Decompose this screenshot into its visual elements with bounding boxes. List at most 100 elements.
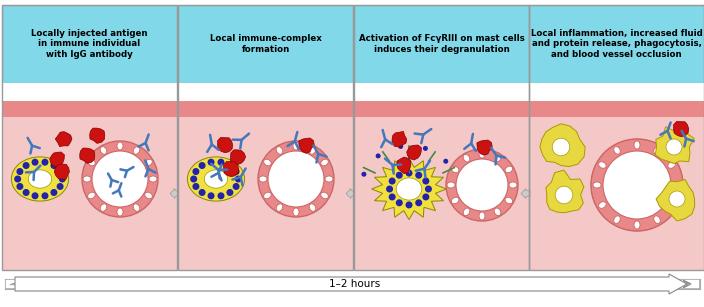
Ellipse shape (100, 204, 107, 211)
Text: 1–2 hours: 1–2 hours (329, 279, 381, 289)
Ellipse shape (494, 154, 501, 162)
Ellipse shape (87, 192, 95, 199)
Ellipse shape (263, 159, 271, 166)
Bar (178, 117, 353, 270)
Ellipse shape (117, 142, 123, 150)
Polygon shape (540, 124, 585, 167)
Ellipse shape (593, 182, 601, 188)
FancyArrow shape (15, 274, 687, 294)
Circle shape (456, 159, 508, 211)
Circle shape (258, 141, 334, 217)
Ellipse shape (447, 182, 455, 188)
Circle shape (192, 183, 199, 190)
Bar (354, 83, 529, 101)
Circle shape (389, 177, 396, 185)
Circle shape (23, 189, 30, 196)
Circle shape (59, 176, 65, 182)
Text: Locally injected antigen
in immune individual
with IgG antibody: Locally injected antigen in immune indiv… (31, 29, 148, 59)
Ellipse shape (509, 182, 517, 188)
Bar (529, 101, 704, 117)
Circle shape (208, 159, 215, 166)
Circle shape (16, 183, 23, 190)
Bar (354, 101, 529, 117)
Bar (2, 117, 177, 270)
Polygon shape (392, 131, 407, 147)
Polygon shape (50, 152, 64, 167)
Polygon shape (407, 145, 422, 160)
Ellipse shape (673, 182, 681, 188)
Circle shape (32, 192, 39, 199)
Ellipse shape (325, 176, 333, 182)
Ellipse shape (479, 150, 485, 158)
Bar (178, 101, 353, 117)
Ellipse shape (505, 197, 513, 204)
Circle shape (389, 193, 396, 200)
Ellipse shape (133, 147, 140, 154)
Ellipse shape (309, 147, 316, 154)
Polygon shape (299, 138, 314, 153)
Circle shape (666, 139, 682, 155)
Ellipse shape (83, 176, 91, 182)
Polygon shape (397, 157, 411, 173)
Ellipse shape (634, 141, 640, 149)
Ellipse shape (321, 192, 328, 199)
Ellipse shape (204, 170, 227, 188)
Ellipse shape (276, 147, 283, 154)
Bar (2, 83, 177, 101)
Circle shape (406, 201, 413, 208)
Bar (529, 5, 704, 270)
Polygon shape (80, 148, 95, 163)
Circle shape (227, 189, 234, 196)
Ellipse shape (494, 208, 501, 216)
Ellipse shape (187, 157, 244, 201)
Text: Local inflammation, increased fluid
and protein release, phagocytosis,
and blood: Local inflammation, increased fluid and … (531, 29, 703, 59)
Circle shape (422, 193, 429, 200)
Circle shape (56, 168, 63, 175)
FancyArrow shape (521, 188, 530, 199)
Ellipse shape (293, 142, 299, 150)
Polygon shape (372, 158, 446, 220)
Ellipse shape (479, 212, 485, 220)
Circle shape (669, 191, 685, 207)
Bar (354, 117, 529, 270)
Ellipse shape (654, 216, 660, 223)
Circle shape (415, 172, 422, 179)
Bar (529, 83, 704, 101)
FancyArrow shape (346, 188, 354, 199)
Circle shape (361, 172, 366, 177)
Ellipse shape (145, 192, 152, 199)
Polygon shape (55, 132, 72, 146)
Ellipse shape (28, 170, 51, 188)
Circle shape (92, 151, 148, 207)
Circle shape (23, 162, 30, 169)
Circle shape (232, 183, 239, 190)
Bar (2, 101, 177, 117)
Ellipse shape (463, 208, 470, 216)
Circle shape (386, 185, 393, 192)
Ellipse shape (505, 166, 513, 173)
Circle shape (208, 192, 215, 199)
Circle shape (235, 176, 241, 182)
Circle shape (422, 177, 429, 185)
Circle shape (42, 192, 49, 199)
Circle shape (16, 168, 23, 175)
Ellipse shape (321, 159, 328, 166)
Ellipse shape (87, 159, 95, 166)
Polygon shape (477, 140, 492, 155)
Circle shape (190, 176, 197, 182)
Circle shape (218, 159, 225, 166)
Polygon shape (230, 150, 246, 164)
Text: Activation of FcγRIII on mast cells
induces their degranulation: Activation of FcγRIII on mast cells indu… (358, 34, 524, 54)
Polygon shape (655, 127, 694, 164)
Bar (2, 5, 177, 83)
Ellipse shape (259, 176, 267, 182)
Ellipse shape (293, 208, 299, 216)
Ellipse shape (117, 208, 123, 216)
Ellipse shape (145, 159, 152, 166)
Ellipse shape (263, 192, 271, 199)
Circle shape (396, 172, 403, 179)
Bar (178, 83, 353, 101)
Circle shape (32, 159, 39, 166)
Circle shape (268, 151, 324, 207)
Ellipse shape (463, 154, 470, 162)
